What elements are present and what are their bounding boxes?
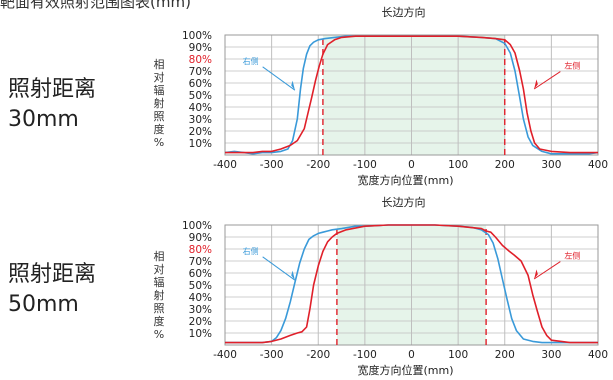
y-axis-label: 相 对 辐 射 照 度 % — [152, 58, 166, 149]
y-axis-label-char: 度 — [153, 123, 165, 136]
row-label-distance: 照射距离 — [8, 77, 97, 102]
y-axis-label-char: 照 — [153, 302, 165, 315]
y-tick-label: 90% — [189, 232, 212, 244]
chart-title: 长边方向 — [382, 195, 426, 209]
series-label-arrow — [534, 79, 538, 89]
row-label-value: 30mm — [8, 107, 79, 132]
x-tick-label: 200 — [495, 349, 515, 361]
x-tick-label: 0 — [408, 349, 415, 361]
y-tick-label: 90% — [189, 42, 212, 54]
series-line — [225, 35, 598, 154]
row-label-30mm: 照射距离 30mm — [8, 75, 96, 135]
series-label-arrow — [534, 269, 538, 279]
y-tick-label: 40% — [189, 102, 212, 114]
chart-title: 长边方向 — [382, 5, 426, 19]
series-label-pointer — [533, 261, 561, 280]
series-label: 右侧 — [243, 56, 259, 66]
x-tick-label: 200 — [495, 159, 515, 171]
row-label-50mm: 照射距离 50mm — [8, 260, 96, 320]
x-tick-label: -300 — [260, 349, 284, 361]
x-tick-label: 0 — [408, 159, 415, 171]
y-axis-label-char: 对 — [153, 71, 165, 84]
plot-frame — [224, 34, 599, 156]
y-axis-label-char: 相 — [153, 250, 165, 263]
series-label: 左侧 — [564, 251, 580, 261]
x-tick-label: -100 — [353, 159, 377, 171]
page-title: 靶面有效照射范围图表(mm) — [0, 0, 191, 11]
x-tick-label: -400 — [213, 349, 237, 361]
y-tick-label: 20% — [189, 126, 212, 138]
x-tick-label: 400 — [588, 349, 608, 361]
row-label-value: 50mm — [8, 292, 79, 317]
y-tick-label: 80% — [189, 54, 212, 66]
y-tick-label: 20% — [189, 316, 212, 328]
y-axis-label-char: 相 — [153, 58, 165, 71]
series-label-pointer — [533, 71, 561, 90]
y-tick-label: 70% — [189, 66, 212, 78]
series-label: 左侧 — [564, 61, 580, 71]
series-label-pointer — [262, 256, 296, 281]
y-axis-label-char: 照 — [153, 110, 165, 123]
y-axis-label-char: 辐 — [153, 276, 165, 289]
y-tick-label: 60% — [189, 78, 212, 90]
y-tick-label: 60% — [189, 268, 212, 280]
series-line — [225, 224, 598, 344]
y-axis-label-char: % — [153, 328, 165, 341]
y-tick-label: 50% — [189, 280, 212, 292]
series-label-arrow — [291, 80, 295, 91]
y-tick-label: 100% — [182, 30, 212, 42]
x-tick-label: -200 — [306, 349, 330, 361]
series-label-pointer — [262, 66, 296, 91]
x-tick-label: -300 — [260, 159, 284, 171]
x-tick-label: 400 — [588, 159, 608, 171]
y-tick-label: 40% — [189, 292, 212, 304]
x-tick-label: 300 — [541, 159, 561, 171]
y-axis-label-char: 射 — [153, 289, 165, 302]
series-line — [225, 224, 598, 344]
y-tick-label: 30% — [189, 114, 212, 126]
row-label-distance: 照射距离 — [8, 262, 97, 287]
y-axis-label-char: 辐 — [153, 84, 165, 97]
y-axis-label: 相 对 辐 射 照 度 % — [152, 250, 166, 341]
y-tick-label: 10% — [189, 138, 212, 150]
y-axis-label-char: 射 — [153, 97, 165, 110]
x-axis-label: 宽度方向位置(mm) — [357, 363, 453, 377]
chart-30mm: 长边方向 10%20%30%40%50%60%70%80%90%100% -400 -… — [182, 5, 608, 187]
series-label-arrow — [291, 270, 295, 281]
y-axis-label-char: 度 — [153, 315, 165, 328]
y-axis-label-char: % — [153, 136, 165, 149]
x-tick-label: 100 — [448, 349, 468, 361]
chart-50mm: 长边方向 10%20%30%40%50%60%70%80%90%100% -400 -… — [182, 195, 608, 377]
y-tick-label: 10% — [189, 328, 212, 340]
x-axis-label: 宽度方向位置(mm) — [357, 173, 453, 187]
series-label: 右侧 — [243, 246, 259, 256]
y-tick-label: 30% — [189, 304, 212, 316]
y-tick-label: 70% — [189, 256, 212, 268]
x-tick-label: -200 — [306, 159, 330, 171]
x-tick-label: 100 — [448, 159, 468, 171]
y-tick-label: 80% — [189, 244, 212, 256]
y-tick-label: 50% — [189, 90, 212, 102]
x-tick-label: 300 — [541, 349, 561, 361]
x-tick-label: -400 — [213, 159, 237, 171]
y-axis-label-char: 对 — [153, 263, 165, 276]
x-tick-label: -100 — [353, 349, 377, 361]
y-tick-label: 100% — [182, 220, 212, 232]
